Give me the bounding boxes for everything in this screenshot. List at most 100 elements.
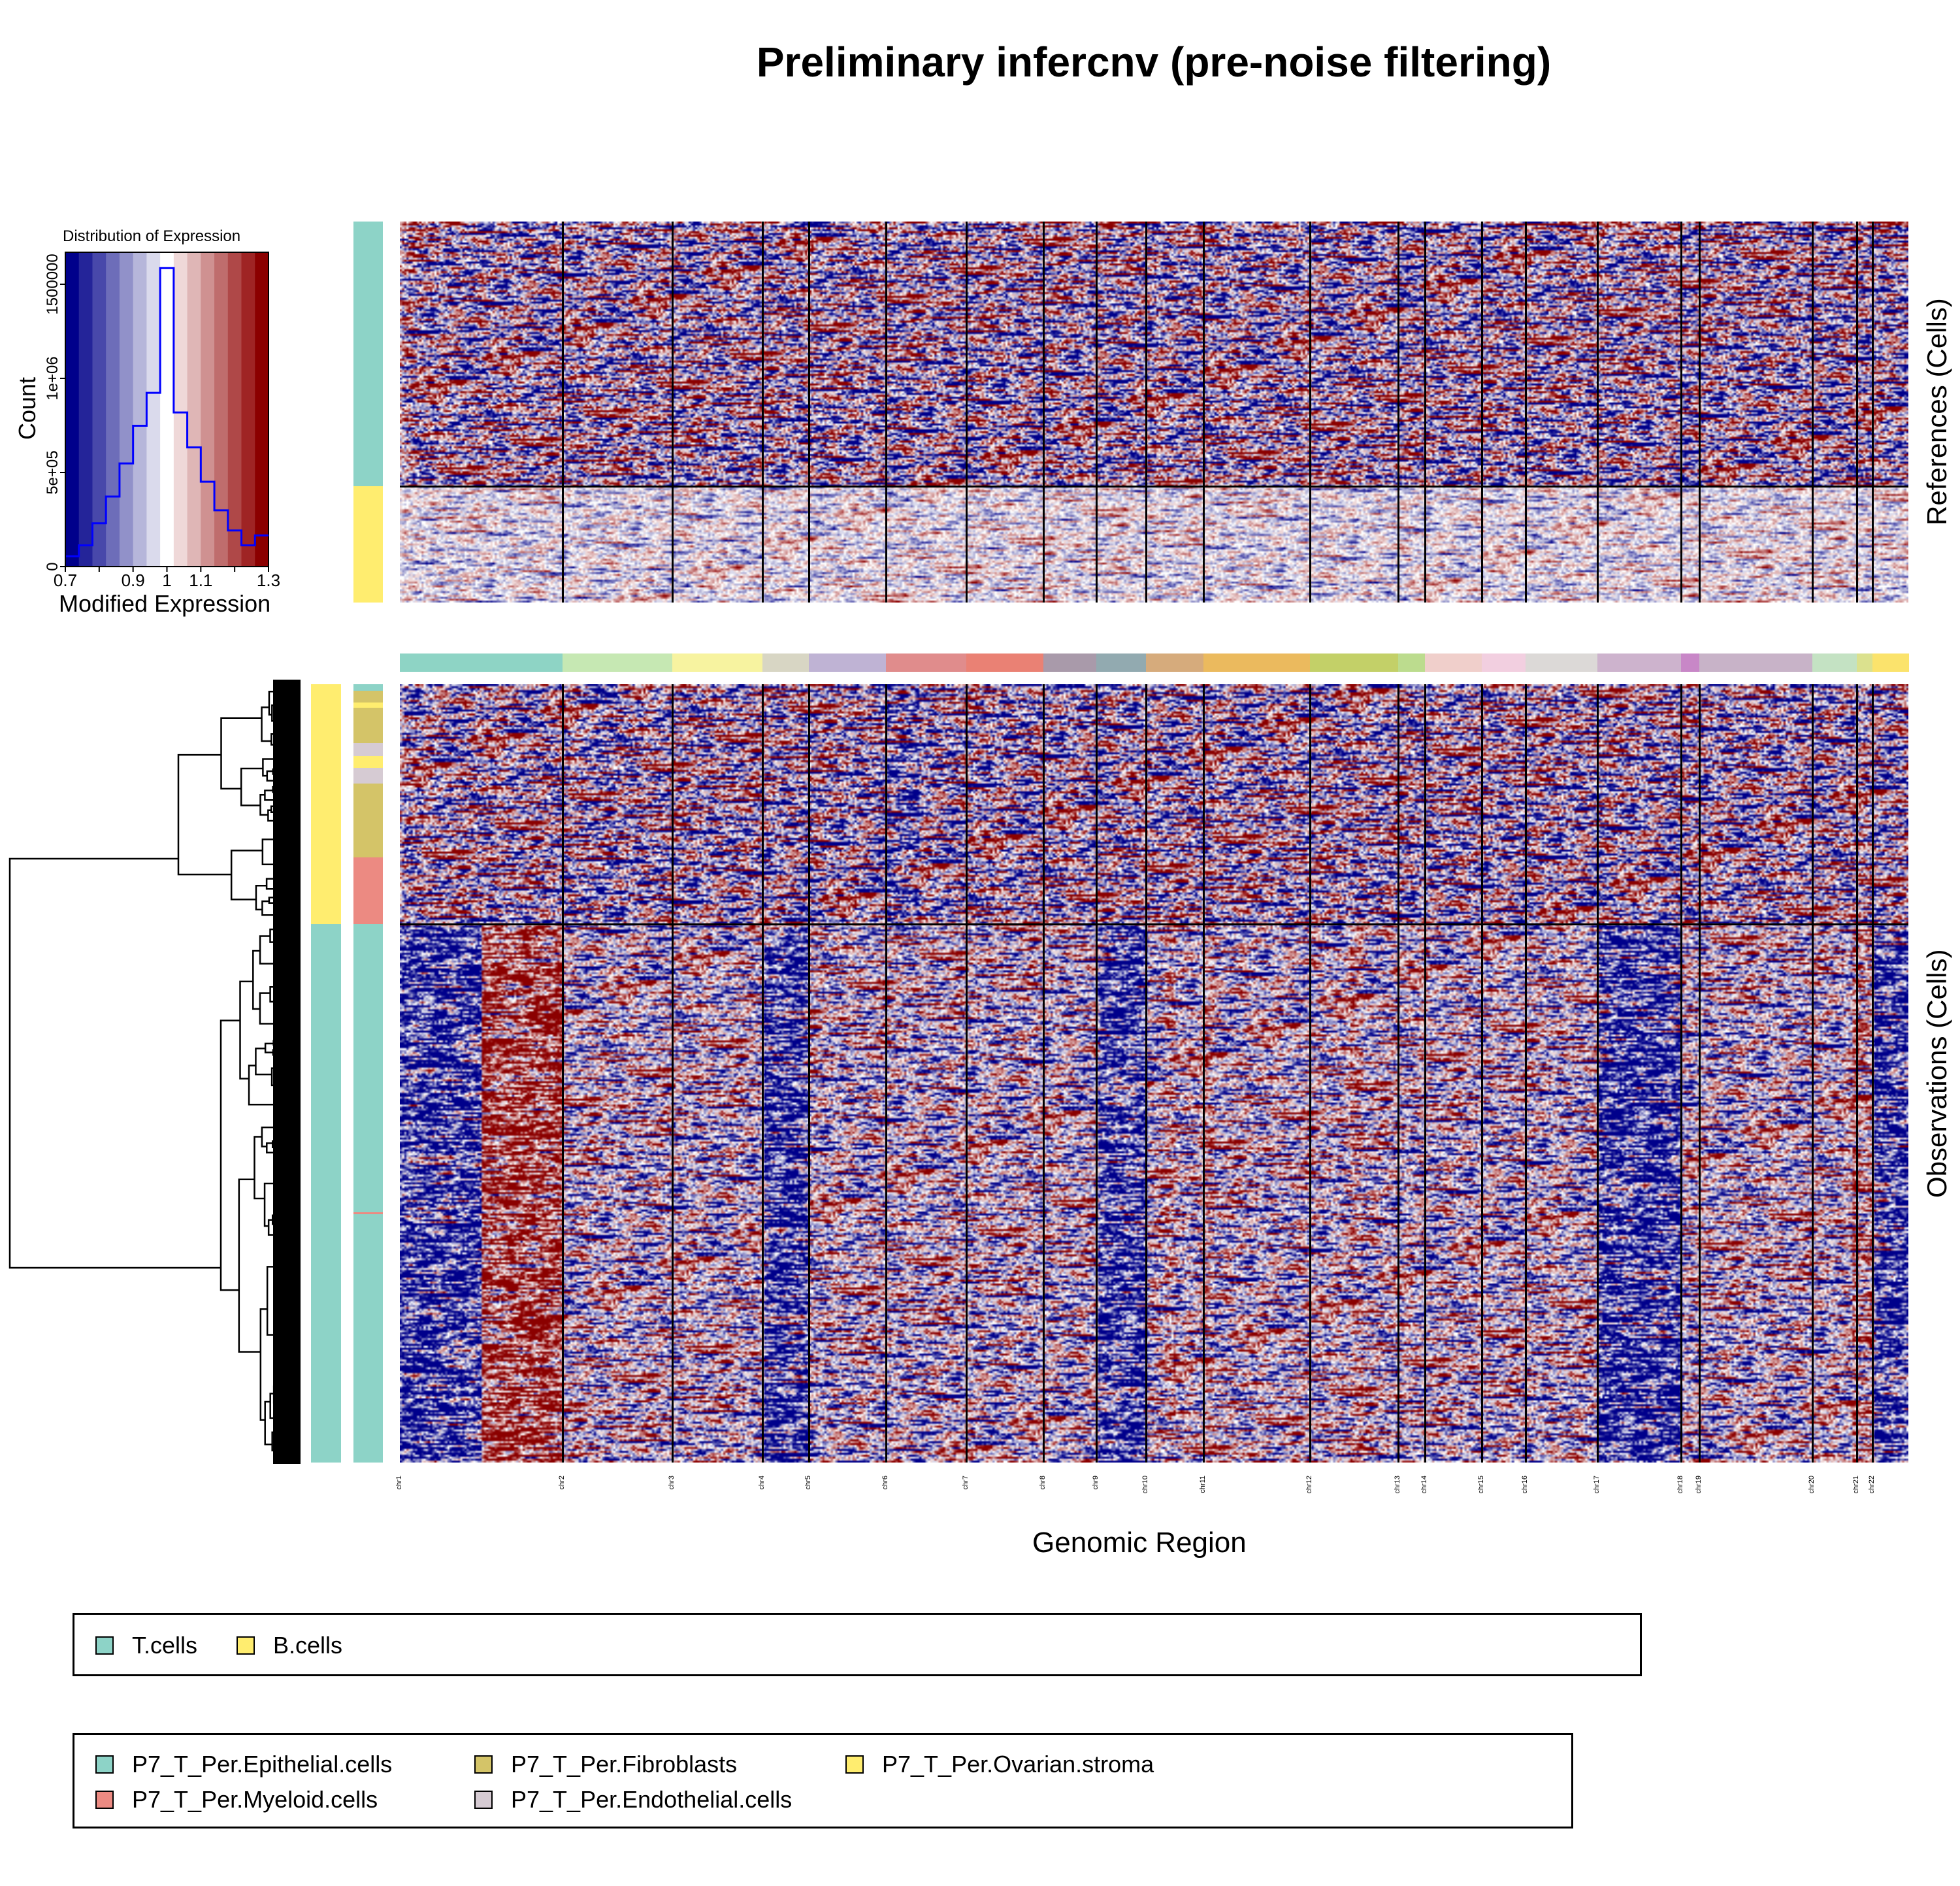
- dendrogram-branch: [261, 706, 272, 742]
- chromosome-boundary: [1680, 222, 1682, 603]
- annotation-segment: [353, 924, 383, 1463]
- observation-celltype-bar: [353, 684, 383, 1463]
- chromosome-segment-chr14: [1424, 653, 1483, 672]
- chromosome-label: chr13: [1394, 1476, 1402, 1494]
- x-tick-label: 1: [162, 571, 171, 590]
- expression-histogram: 0.7 0.9 1 1.1 1.3 0 5e+05 1e+06 1500000: [44, 252, 280, 590]
- dendrogram-branch: [264, 789, 274, 801]
- dendrogram-branch: [261, 838, 277, 866]
- chromosome-segment-chr3: [672, 653, 763, 672]
- legend-item: P7_T_Per.Epithelial.cells: [95, 1751, 392, 1778]
- chromosome-boundary: [1680, 684, 1682, 1463]
- chromosome-boundary: [808, 684, 810, 1463]
- chromosome-label: chr16: [1521, 1476, 1529, 1494]
- dendrogram-branch: [266, 1266, 278, 1336]
- legend-swatch: [237, 1636, 255, 1655]
- chromosome-boundary: [672, 222, 674, 603]
- chromosome-segment-chr12: [1309, 653, 1399, 672]
- dendrogram-branch: [266, 1142, 277, 1154]
- chromosome-segment-chr19: [1699, 653, 1813, 672]
- observations-label: Observations (Cells): [1921, 949, 1952, 1198]
- palette-band: [92, 252, 106, 567]
- chromosome-segment-chr5: [808, 653, 887, 672]
- palette-band: [78, 252, 93, 567]
- histogram-ylabel: Count: [14, 376, 41, 440]
- chromosome-label: chr3: [668, 1476, 676, 1490]
- chromosome-segment-chr18: [1680, 653, 1701, 672]
- chromosome-segment-chr4: [762, 653, 809, 672]
- references-label: References (Cells): [1921, 298, 1952, 526]
- chromosome-segment-chr7: [966, 653, 1045, 672]
- chromosome-segment-chr17: [1597, 653, 1682, 672]
- chromosome-boundary: [1095, 684, 1098, 1463]
- chromosome-segment-chr22: [1872, 653, 1909, 672]
- palette-band: [214, 252, 229, 567]
- palette-band: [227, 252, 242, 567]
- legend-swatch: [845, 1755, 864, 1774]
- legend-swatch: [474, 1791, 493, 1809]
- chromosome-segment-chr13: [1398, 653, 1426, 672]
- chromosome-label: chr6: [881, 1476, 890, 1490]
- chromosome-boundary: [1811, 222, 1814, 603]
- chromosome-segment-chr16: [1526, 653, 1598, 672]
- chromosome-label: chr22: [1867, 1476, 1876, 1494]
- reference-annotation-bar: [353, 222, 383, 603]
- chromosome-segment-chr6: [886, 653, 967, 672]
- chromosome-label: chr4: [757, 1476, 766, 1490]
- chromosome-boundary: [561, 222, 564, 603]
- palette-band: [241, 252, 255, 567]
- group-boundary: [400, 923, 1908, 925]
- chromosome-segment-chr9: [1096, 653, 1147, 672]
- dendrogram-branch: [269, 928, 275, 943]
- chromosome-boundary: [1397, 222, 1400, 603]
- y-tick-label: 1e+06: [44, 356, 61, 400]
- dendrogram-branch: [259, 992, 274, 1025]
- chromosome-label: chr9: [1091, 1476, 1100, 1490]
- annotation-segment: [353, 857, 383, 924]
- legend-swatch: [95, 1755, 114, 1774]
- legend-swatch: [95, 1636, 114, 1655]
- palette-band: [65, 252, 80, 567]
- dendrogram-branch: [259, 935, 274, 965]
- chromosome-boundary: [885, 222, 888, 603]
- chromosome-label: chr12: [1305, 1476, 1313, 1494]
- dendrogram-branch: [220, 717, 262, 790]
- chromosome-boundary: [1309, 684, 1311, 1463]
- chromosome-boundary: [1145, 222, 1148, 603]
- x-tick-label: 1.1: [189, 571, 212, 590]
- legend-item: B.cells: [237, 1632, 342, 1659]
- x-tick-label: 0.9: [122, 571, 145, 590]
- chromosome-boundary: [1481, 684, 1484, 1463]
- legend-item: T.cells: [95, 1632, 197, 1659]
- observation-heatmap: [400, 684, 1908, 1463]
- annotation-segment: [353, 743, 383, 756]
- chromosome-boundary: [1699, 222, 1701, 603]
- chromosome-boundary: [1856, 684, 1859, 1463]
- chromosome-segment-chr21: [1857, 653, 1873, 672]
- chromosome-label: chr17: [1592, 1476, 1601, 1494]
- chromosome-boundary: [761, 222, 764, 603]
- chromosome-label: chr18: [1676, 1476, 1684, 1494]
- dendrogram: [8, 680, 301, 1464]
- annotation-segment: [353, 703, 383, 708]
- chromosome-color-bar: [400, 653, 1909, 672]
- y-tick-label: 1500000: [44, 254, 61, 314]
- annotation-segment: [353, 222, 383, 486]
- x-tick-label: 1.3: [257, 571, 280, 590]
- chromosome-segment-chr2: [562, 653, 673, 672]
- chromosome-boundary: [561, 684, 564, 1463]
- chromosome-label: chr10: [1141, 1476, 1150, 1494]
- chromosome-boundary: [1596, 684, 1599, 1463]
- chromosome-boundary: [672, 684, 674, 1463]
- chromosome-label: chr1: [395, 1476, 403, 1490]
- genomic-region-label: Genomic Region: [1032, 1527, 1247, 1559]
- chromosome-segment-chr1: [400, 653, 563, 672]
- reference-heatmap: [400, 222, 1908, 603]
- chart-title: Preliminary infercnv (pre-noise filterin…: [756, 39, 1552, 86]
- chromosome-segment-chr11: [1203, 653, 1311, 672]
- chromosome-label: chr14: [1420, 1476, 1428, 1494]
- dendrogram-leaves: [273, 680, 301, 1464]
- chromosome-boundary: [1596, 222, 1599, 603]
- chromosome-segment-chr8: [1043, 653, 1097, 672]
- chromosome-boundary: [1424, 684, 1426, 1463]
